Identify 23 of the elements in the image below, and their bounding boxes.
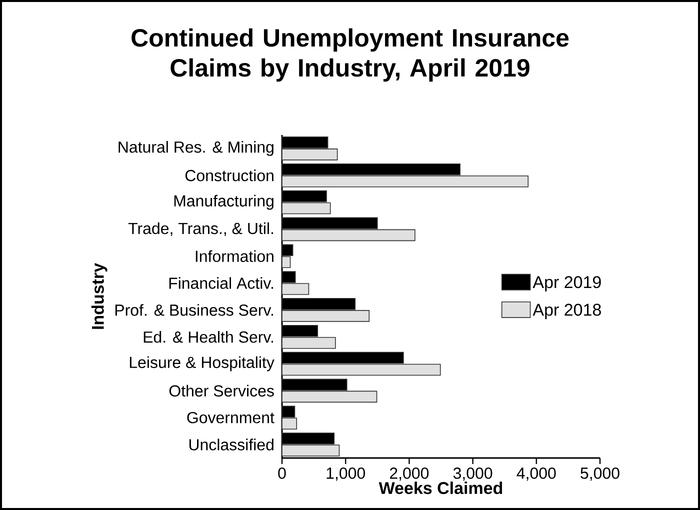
x-tick-label: 4,000 (516, 468, 556, 481)
y-tick-label: Information (196, 250, 274, 262)
y-tick-label: Construction (185, 169, 274, 182)
x-tick-label: 1,000 (326, 468, 365, 481)
legend-label: Apr 2019 (532, 276, 601, 292)
y-tick-label: Other Services (169, 384, 274, 397)
y-tick-label: Manufacturing (174, 194, 274, 210)
y-tick-label: Leisure & Hospitality (130, 356, 274, 372)
y-tick-label: Prof. & Business Serv. (115, 304, 273, 316)
legend-label: Apr 2018 (532, 304, 601, 320)
y-tick-label: Trade, Trans., & Util. (128, 222, 273, 236)
y-axis-title: Industry (91, 263, 108, 329)
y-tick-label: Natural Res. & Mining (118, 141, 274, 156)
y-tick-label: Unclassified (189, 438, 274, 450)
x-tick-label: 0 (278, 468, 286, 479)
y-tick-label: Financial Activ. (169, 277, 273, 289)
y-tick-label: Ed. & Health Serv. (144, 330, 273, 343)
x-tick-label: 2,000 (390, 468, 429, 481)
y-tick-label: Government (187, 412, 274, 424)
x-tick-label: 5,000 (580, 468, 620, 481)
chart-title: Continued Unemployment Insurance Claims by Industry, April 2019 (132, 28, 569, 82)
x-tick-label: 3,000 (453, 468, 492, 481)
x-axis-title: Weeks Claimed (378, 482, 502, 494)
